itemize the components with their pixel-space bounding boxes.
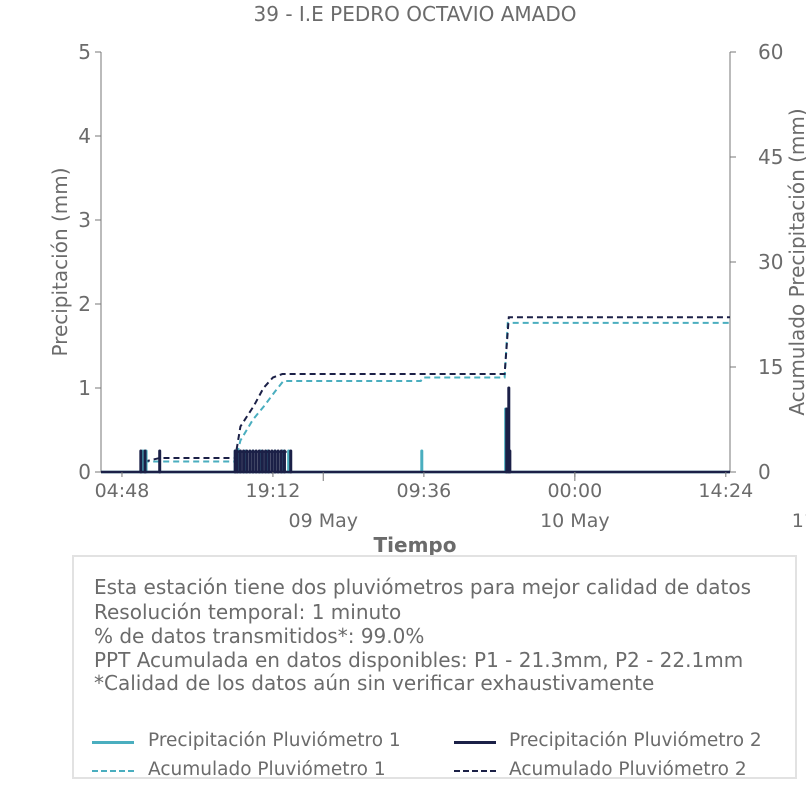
- info-quality-note: *Calidad de los datos aún sin verificar …: [94, 671, 655, 695]
- legend-swatch-p2: [454, 741, 496, 744]
- info-accumulated: PPT Acumulada en datos disponibles: P1 -…: [94, 648, 744, 672]
- x-axis-label: Tiempo: [374, 533, 457, 557]
- legend-swatch-a2: [454, 770, 496, 772]
- x-tick-label: 04:48: [95, 480, 150, 502]
- info-legend-box: Esta estación tiene dos pluviómetros par…: [72, 555, 797, 780]
- chart-title: 39 - I.E PEDRO OCTAVIO AMADO: [254, 2, 577, 26]
- y-tick-label: 5: [78, 40, 91, 64]
- y2-tick-label: 15: [758, 355, 783, 379]
- cumulative-line-acumulado-pluvi-metro-1: [101, 321, 730, 473]
- legend-swatch-p1: [92, 741, 134, 744]
- x-tick-label: 14:24: [698, 480, 753, 502]
- x-date-label: 10 May: [540, 510, 610, 532]
- legend-label-a2: Acumulado Pluviómetro 2: [509, 759, 747, 780]
- y-tick-label: 2: [78, 292, 91, 316]
- y-tick-label: 3: [78, 208, 91, 232]
- info-resolution: Resolución temporal: 1 minuto: [94, 600, 402, 624]
- cumulative-line-acumulado-pluvi-metro-2: [101, 316, 730, 473]
- y2-axis-label: Acumulado Precipitación (mm): [785, 108, 806, 415]
- legend-label-p1: Precipitación Pluviómetro 1: [148, 730, 401, 751]
- legend-label-p2: Precipitación Pluviómetro 2: [509, 730, 762, 751]
- chart-series: [101, 316, 730, 474]
- chart-axes: [100, 52, 731, 473]
- y-tick-label: 0: [78, 460, 91, 484]
- info-transmitted: % de datos transmitidos*: 99.0%: [94, 624, 425, 648]
- legend-swatch-a1: [92, 770, 134, 772]
- x-date-label: 11 May: [792, 510, 806, 532]
- legend-label-a1: Acumulado Pluviómetro 1: [148, 759, 386, 780]
- y-tick-label: 4: [78, 124, 91, 148]
- x-tick-label: 00:00: [547, 480, 602, 502]
- y2-tick-label: 30: [758, 250, 783, 274]
- info-station-note: Esta estación tiene dos pluviómetros par…: [94, 575, 752, 599]
- y-tick-label: 1: [78, 376, 91, 400]
- chart-area: 39 - I.E PEDRO OCTAVIO AMADO 01234501530…: [48, 2, 806, 557]
- y2-tick-label: 0: [758, 460, 771, 484]
- x-date-label: 09 May: [288, 510, 358, 532]
- y2-tick-label: 45: [758, 145, 783, 169]
- y-axis-label: Precipitación (mm): [48, 167, 72, 356]
- y2-tick-label: 60: [758, 40, 783, 64]
- x-tick-label: 19:12: [246, 480, 301, 502]
- x-tick-label: 09:36: [397, 480, 452, 502]
